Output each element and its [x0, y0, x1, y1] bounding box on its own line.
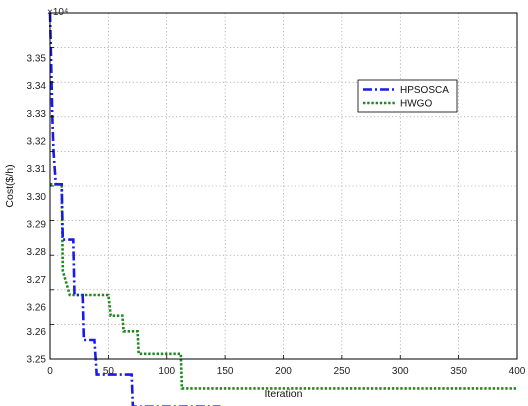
- y-tick-label: 3.25: [27, 355, 47, 366]
- y-tick-label: 3.30: [27, 192, 47, 203]
- y-tick-label: 3.32: [27, 137, 47, 148]
- x-tick-label: 350: [450, 366, 467, 377]
- y-tick-label: 3.35: [27, 53, 47, 64]
- x-tick-label: 250: [334, 366, 351, 377]
- legend-box: [357, 79, 458, 113]
- x-tick-label: 150: [217, 366, 234, 377]
- x-tick-label: 100: [158, 366, 175, 377]
- y-tick-label: 3.26: [27, 303, 47, 314]
- y-tick-label: 3.27: [27, 275, 47, 286]
- y-axis-ticks: 3.25 3.26 3.26 3.27 3.28 3.29 3.30 3.31 3.32 3.33…: [27, 12, 54, 366]
- y-tick-label: 3.31: [27, 164, 47, 175]
- x-tick-label: 200: [275, 366, 292, 377]
- x-axis-ticks: 0 50 100 150 200 250 300 350 400: [47, 355, 526, 377]
- series-line-hpsosca: [48, 12, 221, 406]
- legend-label-hwgo: HWGO: [400, 99, 432, 110]
- legend: HPSOSCA HWGO: [357, 79, 458, 113]
- exponent-label: ×10⁴: [47, 7, 68, 18]
- x-tick-label: 400: [509, 366, 526, 377]
- legend-label-hpsosca: HPSOSCA: [400, 85, 449, 96]
- series-lines: [48, 12, 517, 406]
- x-tick-label: 300: [392, 366, 409, 377]
- y-tick-label: 3.34: [27, 81, 47, 92]
- y-tick-label: 3.33: [27, 109, 47, 120]
- y-axis-title: Cost($/h): [4, 164, 16, 207]
- y-tick-label: 3.26: [27, 327, 47, 338]
- x-tick-label: 0: [47, 366, 53, 377]
- x-axis-title: Iteration: [265, 388, 303, 400]
- y-tick-label: 3.28: [27, 247, 47, 258]
- x-tick-label: 50: [103, 366, 115, 377]
- y-tick-label: 3.29: [27, 220, 47, 231]
- series-line-hwgo: [50, 183, 517, 390]
